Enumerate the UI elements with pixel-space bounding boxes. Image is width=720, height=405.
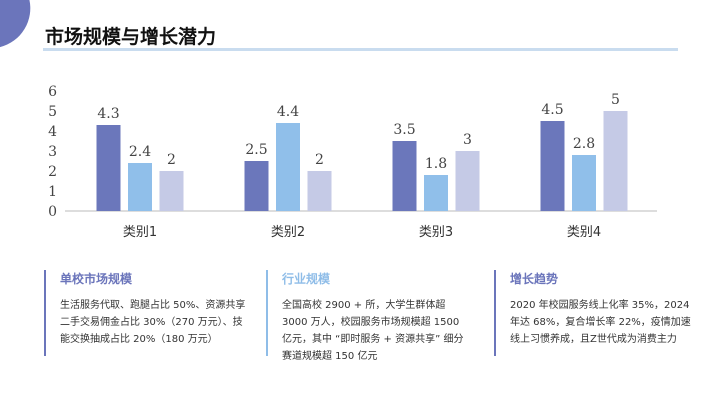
data-label: 5 (611, 92, 620, 108)
y-tick-label: 5 (48, 104, 57, 120)
y-tick-label: 4 (48, 124, 57, 140)
data-label: 3.5 (393, 122, 415, 138)
card-heading: 单校市场规模 (60, 272, 133, 286)
card-growth-trend: 增长趋势 2020 年校园服务线上化率 35%，2024 年达 68%，复合增长… (494, 270, 700, 356)
data-label: 4.4 (277, 104, 299, 120)
data-label: 4.3 (97, 106, 119, 122)
title-divider (43, 48, 678, 51)
data-label: 2 (315, 152, 324, 168)
card-school-market: 单校市场规模 生活服务代取、跑腿占比 50%、资源共享二手交易佣金占比 30%（… (44, 270, 250, 356)
data-label: 2.8 (573, 136, 595, 152)
bar (540, 121, 565, 211)
bar (424, 175, 448, 211)
bar (96, 125, 121, 211)
card-body: 全国高校 2900 + 所，大学生群体超 3000 万人，校园服务市场规模超 1… (282, 300, 464, 362)
x-tick-label: 类别4 (567, 225, 601, 240)
y-tick-label: 1 (48, 184, 57, 200)
bar (307, 171, 332, 211)
bar (244, 161, 269, 211)
data-label: 1.8 (425, 156, 447, 172)
data-label: 2.5 (245, 142, 267, 158)
bar (392, 141, 417, 211)
x-tick-label: 类别1 (123, 225, 157, 240)
bar (455, 151, 480, 211)
data-label: 3 (463, 132, 472, 148)
y-tick-label: 3 (48, 144, 57, 160)
card-heading: 增长趋势 (510, 272, 559, 286)
bar (603, 111, 628, 211)
y-tick-label: 6 (48, 84, 57, 100)
card-body: 2020 年校园服务线上化率 35%，2024 年达 68%，复合增长率 22%… (510, 300, 691, 345)
data-label: 4.5 (541, 102, 563, 118)
x-tick-label: 类别2 (271, 225, 305, 240)
page-title: 市场规模与增长潜力 (45, 26, 217, 48)
bar (128, 163, 152, 211)
data-label: 2.4 (129, 144, 151, 160)
bar (276, 123, 300, 211)
bar (572, 155, 596, 211)
bar (159, 171, 184, 211)
card-heading: 行业规模 (282, 272, 331, 286)
x-tick-label: 类别3 (419, 225, 453, 240)
data-label: 2 (167, 152, 176, 168)
card-body: 生活服务代取、跑腿占比 50%、资源共享二手交易佣金占比 30%（270 万元）… (60, 300, 246, 345)
card-industry-scale: 行业规模 全国高校 2900 + 所，大学生群体超 3000 万人，校园服务市场… (266, 270, 472, 362)
y-tick-label: 2 (48, 164, 57, 180)
bar-chart: 0 1 2 3 4 5 6 类别1 4.3 2.4 2 类别2 2.5 4.4 2 类别3 3.5 1.8 3 类别4… (48, 84, 657, 240)
y-tick-label: 0 (48, 204, 57, 220)
